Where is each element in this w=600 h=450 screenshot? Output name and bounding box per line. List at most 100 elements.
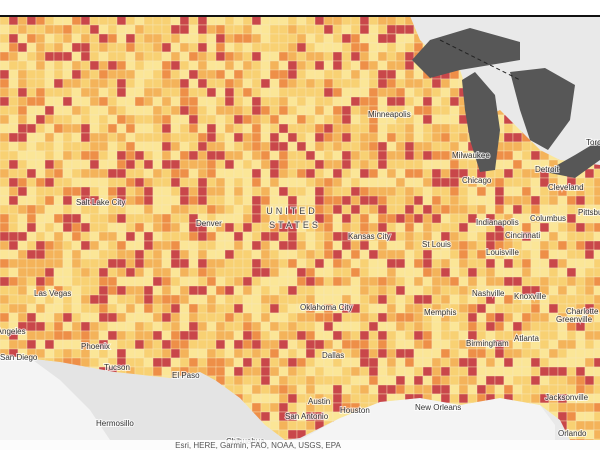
county: [44, 78, 55, 89]
county: [476, 348, 487, 359]
county: [233, 87, 244, 98]
county: [197, 204, 208, 215]
county: [422, 384, 433, 395]
county: [530, 186, 541, 197]
county: [80, 141, 91, 152]
county: [575, 267, 586, 278]
county: [467, 195, 478, 206]
county: [341, 78, 352, 89]
county: [314, 195, 325, 206]
county: [197, 276, 208, 287]
county: [458, 222, 469, 233]
county: [17, 294, 28, 305]
county: [89, 132, 100, 143]
county: [80, 357, 91, 368]
county: [179, 177, 190, 188]
county: [287, 186, 298, 197]
county: [593, 186, 600, 197]
county: [377, 177, 388, 188]
county: [143, 132, 154, 143]
county: [368, 348, 379, 359]
county: [341, 339, 352, 350]
county: [269, 16, 280, 26]
county: [287, 105, 298, 116]
county: [260, 384, 271, 395]
county: [422, 321, 433, 332]
county: [98, 105, 109, 116]
county: [395, 267, 406, 278]
county: [143, 204, 154, 215]
county: [206, 366, 217, 377]
county: [170, 96, 181, 107]
county: [422, 114, 433, 125]
county: [197, 114, 208, 125]
county: [341, 159, 352, 170]
county: [116, 16, 127, 26]
county: [53, 69, 64, 80]
county: [260, 240, 271, 251]
county: [593, 168, 600, 179]
county: [323, 285, 334, 296]
county: [215, 339, 226, 350]
county: [107, 276, 118, 287]
county: [359, 87, 370, 98]
county: [224, 303, 235, 314]
county: [521, 150, 532, 161]
county: [89, 42, 100, 53]
county: [71, 33, 82, 44]
county: [269, 285, 280, 296]
county: [368, 42, 379, 53]
county: [512, 357, 523, 368]
county: [503, 168, 514, 179]
county: [98, 87, 109, 98]
county: [548, 303, 559, 314]
county: [53, 60, 64, 71]
county: [521, 267, 532, 278]
county: [251, 168, 262, 179]
county: [440, 393, 451, 404]
county: [89, 276, 100, 287]
county: [134, 177, 145, 188]
county: [89, 249, 100, 260]
county: [35, 60, 46, 71]
county: [503, 186, 514, 197]
county: [8, 78, 19, 89]
county: [242, 16, 253, 26]
county: [170, 87, 181, 98]
county: [476, 186, 487, 197]
county: [350, 96, 361, 107]
county: [323, 186, 334, 197]
county: [170, 33, 181, 44]
county: [449, 348, 460, 359]
county: [530, 249, 541, 260]
county: [17, 195, 28, 206]
county: [8, 258, 19, 269]
county: [350, 51, 361, 62]
county: [368, 132, 379, 143]
county: [8, 276, 19, 287]
county: [260, 168, 271, 179]
county: [413, 141, 424, 152]
county: [242, 114, 253, 125]
county: [503, 141, 514, 152]
county: [107, 132, 118, 143]
county: [467, 204, 478, 215]
county: [350, 159, 361, 170]
county: [62, 276, 73, 287]
county: [449, 213, 460, 224]
county: [44, 42, 55, 53]
county: [152, 258, 163, 269]
county: [287, 195, 298, 206]
county: [8, 150, 19, 161]
county: [26, 186, 37, 197]
county: [449, 249, 460, 260]
county: [296, 321, 307, 332]
county: [422, 348, 433, 359]
county: [170, 294, 181, 305]
county: [296, 51, 307, 62]
county: [332, 240, 343, 251]
county: [557, 375, 568, 386]
county: [251, 213, 262, 224]
county: [395, 258, 406, 269]
county: [179, 294, 190, 305]
